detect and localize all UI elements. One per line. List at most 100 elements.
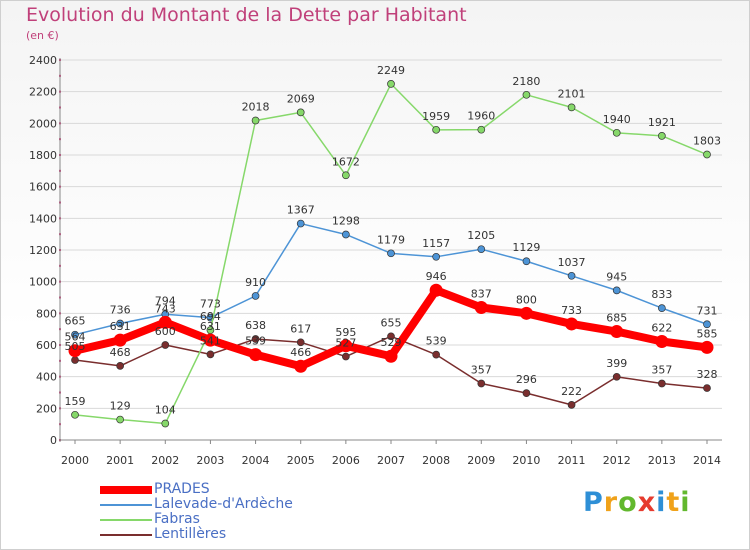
- brand-letter: i: [656, 487, 667, 518]
- data-labels: 564 631 743 631 539 466 595 529 946 837 800 733 685 6…: [65, 64, 722, 417]
- brand-logo: Proxiti: [583, 487, 691, 518]
- data-label: 1205: [467, 229, 495, 242]
- data-point: [658, 304, 666, 312]
- data-point: [612, 128, 621, 137]
- data-label: 665: [65, 315, 86, 328]
- data-point: [474, 300, 488, 314]
- data-label: 1179: [377, 233, 405, 246]
- data-label: 505: [65, 340, 86, 353]
- data-point: [658, 131, 666, 140]
- x-tick-label: 2009: [467, 454, 495, 467]
- brand-letter: r: [603, 487, 619, 518]
- data-label: 945: [606, 270, 627, 283]
- legend-swatch: [100, 534, 152, 536]
- data-point: [68, 344, 82, 358]
- data-point: [161, 341, 170, 349]
- data-label: 733: [561, 304, 582, 317]
- y-tick-label: 2000: [29, 117, 57, 130]
- data-label: 1921: [648, 116, 676, 129]
- data-point: [432, 350, 440, 359]
- data-point: [339, 339, 353, 353]
- line-chart: 0 200 400 600 800 1000 1200 1400 1600 1800 2000 220…: [29, 43, 722, 467]
- y-tick-label: 1800: [29, 149, 57, 162]
- x-tick-label: 2008: [422, 454, 450, 467]
- data-label: 2101: [558, 87, 586, 100]
- data-label: 800: [516, 293, 537, 306]
- data-point: [71, 356, 79, 364]
- data-point: [477, 245, 486, 254]
- y-tick-label: 1600: [29, 181, 57, 194]
- legend-label: Lentillères: [154, 526, 227, 542]
- x-tick-label: 2004: [242, 454, 270, 467]
- legend-swatch: [100, 504, 152, 506]
- grid-lines: [60, 59, 722, 409]
- data-point: [384, 349, 398, 363]
- data-label: 694: [200, 310, 221, 323]
- brand-letter: P: [583, 487, 604, 518]
- y-tick-label: 1000: [29, 276, 57, 289]
- data-point: [342, 352, 350, 361]
- data-label: 685: [606, 312, 627, 325]
- data-point: [567, 401, 576, 409]
- data-point: [700, 340, 714, 354]
- data-point: [610, 325, 624, 339]
- y-tick-label: 400: [36, 371, 57, 384]
- x-tick-label: 2013: [648, 454, 676, 467]
- brand-letter: i: [680, 487, 691, 518]
- y-tick-label: 1400: [29, 212, 57, 225]
- data-point: [296, 108, 305, 117]
- data-label: 222: [561, 385, 582, 398]
- data-point: [249, 348, 263, 362]
- data-label: 1037: [558, 256, 586, 269]
- data-label: 1298: [332, 214, 360, 227]
- x-tick-label: 2002: [151, 454, 179, 467]
- y-tick-label: 1200: [29, 244, 57, 257]
- x-tick-label: 2007: [377, 454, 405, 467]
- data-label: 837: [471, 287, 492, 300]
- data-label: 731: [697, 304, 718, 317]
- x-tick-label: 2010: [512, 454, 540, 467]
- data-point: [612, 286, 621, 295]
- x-tick-label: 2003: [196, 454, 224, 467]
- data-label: 2180: [512, 75, 540, 88]
- data-point: [703, 320, 711, 329]
- data-label: 1960: [467, 110, 495, 123]
- data-label: 600: [155, 325, 176, 338]
- data-point: [71, 410, 79, 419]
- data-label: 585: [697, 327, 718, 340]
- data-label: 1959: [422, 110, 450, 123]
- chart-title: Evolution du Montant de la Dette par Hab…: [26, 4, 467, 26]
- data-point: [251, 116, 260, 125]
- data-point: [567, 103, 576, 112]
- data-point: [342, 171, 350, 180]
- brand-letter: x: [637, 487, 657, 518]
- data-label: 539: [426, 335, 447, 348]
- y-tick-label: 2200: [29, 86, 57, 99]
- data-point: [294, 359, 308, 373]
- y-minor-tick-mark: [59, 43, 61, 45]
- data-label: 622: [651, 322, 672, 335]
- data-label: 1672: [332, 155, 360, 168]
- data-label: 539: [245, 335, 266, 348]
- data-label: 743: [155, 302, 176, 315]
- data-point: [116, 319, 124, 328]
- x-tick-label: 2012: [603, 454, 631, 467]
- data-point: [522, 257, 531, 266]
- y-tick-label: 0: [50, 434, 57, 447]
- data-label: 527: [335, 337, 356, 350]
- data-point: [387, 80, 395, 88]
- data-label: 104: [155, 404, 176, 417]
- data-label: 736: [110, 303, 131, 316]
- data-point: [251, 335, 260, 343]
- legend-label: Lalevade-d'Ardèche: [154, 496, 293, 512]
- legend-label: PRADES: [154, 481, 210, 497]
- data-label: 655: [381, 316, 402, 329]
- brand-letter: t: [666, 487, 681, 518]
- data-point: [565, 317, 579, 331]
- data-point: [477, 379, 486, 388]
- data-point: [658, 379, 666, 388]
- data-point: [655, 335, 669, 349]
- legend-swatch: [100, 519, 152, 521]
- data-point: [612, 372, 621, 381]
- data-label: 328: [697, 368, 718, 381]
